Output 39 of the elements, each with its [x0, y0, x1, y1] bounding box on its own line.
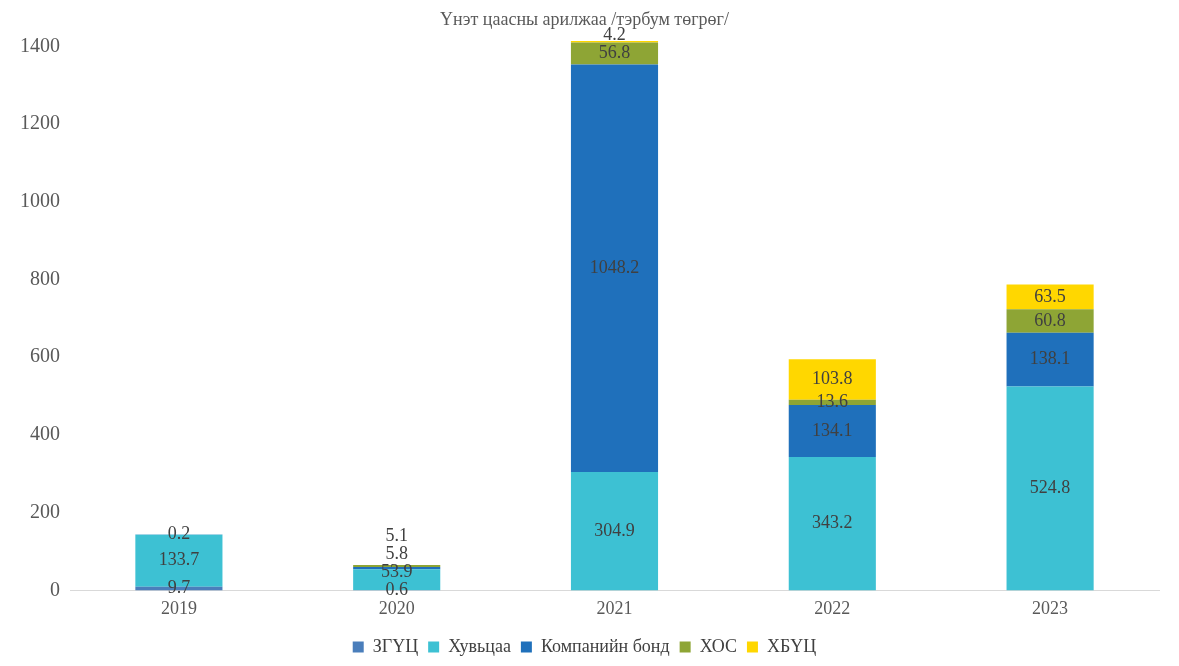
data-label: 134.1: [812, 419, 853, 440]
data-label: 304.9: [594, 519, 635, 540]
bar: [570, 64, 659, 472]
y-tick-label: 600: [30, 344, 60, 367]
data-label: 5.8: [385, 543, 408, 564]
data-label: 4.2: [603, 24, 626, 45]
y-tick-label: 800: [30, 266, 60, 289]
legend-label: Компанийн бонд: [540, 635, 670, 656]
bar: [570, 471, 659, 591]
x-tick-label: 2023: [1032, 597, 1069, 618]
legend-label: ХБҮЦ: [766, 635, 817, 656]
x-tick-label: 2022: [814, 597, 851, 618]
x-tick-label: 2020: [378, 597, 415, 618]
x-tick-label: 2019: [160, 597, 197, 618]
y-tick-label: 200: [30, 499, 60, 522]
data-label: 56.8: [598, 42, 631, 63]
data-label: 133.7: [158, 549, 200, 570]
bar: [1006, 332, 1094, 387]
bar: [1006, 309, 1094, 333]
data-label: 138.1: [1029, 348, 1071, 369]
legend-label: ЗГҮЦ: [372, 635, 419, 656]
x-tick-label: 2021: [596, 597, 633, 618]
bar: [1006, 386, 1094, 591]
data-label: 343.2: [812, 512, 853, 533]
data-label: 53.9: [380, 561, 413, 582]
y-tick-label: 1400: [20, 33, 60, 56]
legend-label: ХОС: [699, 635, 737, 656]
y-tick-label: 1000: [20, 189, 60, 212]
data-label: 1048.2: [589, 256, 640, 277]
data-label: 5.1: [385, 525, 408, 546]
data-label: 60.8: [1034, 309, 1066, 330]
bar: [788, 457, 876, 591]
data-label: 524.8: [1029, 477, 1071, 498]
data-label: 103.8: [812, 368, 853, 389]
legend-label: Хувьцаа: [448, 635, 511, 656]
data-label: 63.5: [1034, 285, 1066, 306]
y-tick-label: 400: [30, 422, 60, 445]
y-tick-label: 0: [50, 577, 60, 600]
y-tick-label: 1200: [20, 111, 60, 134]
